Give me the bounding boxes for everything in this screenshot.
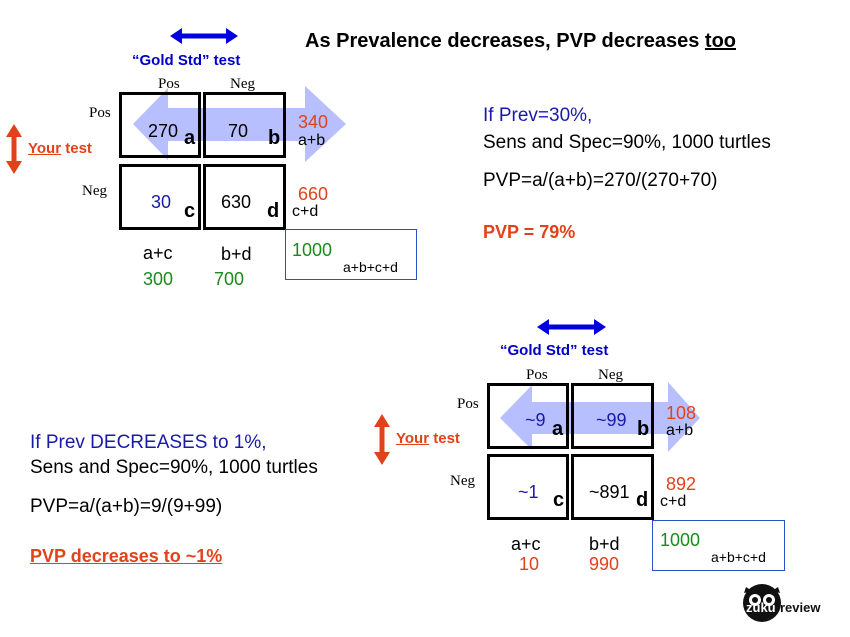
letter-b-1: b [268, 127, 281, 149]
your-test-arrow-2 [374, 414, 390, 465]
your-test-label-1: Your test [28, 140, 92, 157]
value-d-1: 630 [221, 192, 252, 212]
title-underlined: too [704, 30, 737, 52]
logo-text-review: review [780, 600, 821, 615]
row1-total-1: 340 [298, 112, 329, 132]
value-d-2: ~891 [589, 482, 630, 502]
letter-d-2: d [636, 489, 649, 511]
logo-text-zuku: zuku [746, 600, 776, 615]
row2-label-2: c+d [660, 493, 687, 510]
grand-total-2: 1000 [660, 530, 701, 550]
letter-c-1: c [184, 200, 196, 222]
row1-label-1: a+b [298, 132, 326, 149]
row-neg-label-1: Neg [82, 183, 107, 199]
row-pos-label-2: Pos [457, 396, 479, 412]
row-arrow-2 [500, 382, 700, 452]
cell-d-2 [571, 454, 654, 520]
row2-label-1: c+d [292, 203, 319, 220]
letter-b-2: b [637, 418, 650, 440]
gold-std-label-1: “Gold Std” test [132, 52, 241, 69]
col-neg-label-2: Neg [598, 367, 623, 383]
text1-result: PVP = 79% [483, 222, 576, 242]
row2-total-1: 660 [298, 184, 329, 204]
row1-label-2: a+b [666, 422, 694, 439]
text1-line2: Sens and Spec=90%, 1000 turtles [483, 132, 771, 153]
cell-c-2 [487, 454, 569, 520]
col1-total-2: 10 [519, 554, 540, 574]
text2-line1: If Prev DECREASES to 1%, [30, 432, 267, 453]
value-a-1: 270 [148, 121, 179, 141]
letter-c-2: c [553, 489, 565, 511]
gold-std-arrow-2 [537, 319, 606, 335]
value-b-1: 70 [228, 121, 249, 141]
cell-a-2 [487, 383, 569, 449]
row-neg-label-2: Neg [450, 473, 475, 489]
gold-std-label-2: “Gold Std” test [500, 342, 609, 359]
text2-line2: Sens and Spec=90%, 1000 turtles [30, 457, 318, 478]
col2-label-2: b+d [589, 534, 620, 554]
col-pos-label-2: Pos [526, 367, 548, 383]
test-word-1: test [61, 140, 92, 157]
text1-line3: PVP=a/(a+b)=270/(270+70) [483, 170, 718, 191]
letter-d-1: d [267, 200, 280, 222]
test-word-2: test [429, 430, 460, 447]
col1-label-2: a+c [511, 534, 541, 554]
title-text: As Prevalence decreases, PVP decreases [305, 30, 705, 52]
cell-d-1 [203, 164, 286, 230]
row-arrow-1 [133, 86, 346, 162]
col1-label-1: a+c [143, 243, 173, 263]
cell-c-1 [119, 164, 201, 230]
owl-icon [743, 584, 781, 622]
value-c-2: ~1 [518, 482, 539, 502]
cell-a-1 [119, 92, 201, 158]
text2-line3: PVP=a/(a+b)=9/(9+99) [30, 496, 223, 517]
your-test-arrow-1 [6, 124, 22, 174]
letter-a-2: a [552, 418, 564, 440]
cell-b-2 [571, 383, 654, 449]
row2-total-2: 892 [666, 474, 697, 494]
grand-total-box-1 [285, 229, 417, 280]
col1-total-1: 300 [143, 269, 174, 289]
cell-b-1 [203, 92, 286, 158]
col-neg-label-1: Neg [230, 76, 255, 92]
zuku-logo: zuku review [740, 583, 845, 627]
gold-std-arrow-1 [170, 28, 238, 44]
grand-label-2: a+b+c+d [711, 549, 766, 565]
col-pos-label-1: Pos [158, 76, 180, 92]
row-pos-label-1: Pos [89, 105, 111, 121]
col2-label-1: b+d [221, 244, 252, 264]
value-a-2: ~9 [525, 410, 546, 430]
grand-total-box-2 [652, 520, 785, 571]
grand-label-1: a+b+c+d [343, 259, 398, 275]
value-c-1: 30 [151, 192, 172, 212]
slide-title: As Prevalence decreases, PVP decreases t… [305, 30, 736, 53]
text1-line1: If Prev=30%, [483, 105, 593, 126]
row1-total-2: 108 [666, 403, 697, 423]
col2-total-1: 700 [214, 269, 245, 289]
letter-a-1: a [184, 127, 196, 149]
grand-total-1: 1000 [292, 240, 333, 260]
col2-total-2: 990 [589, 554, 620, 574]
text2-result: PVP decreases to ~1% [30, 546, 223, 566]
your-word-1: Your [28, 140, 62, 157]
your-word-2: Your [396, 430, 430, 447]
value-b-2: ~99 [596, 410, 627, 430]
your-test-label-2: Your test [396, 430, 460, 447]
